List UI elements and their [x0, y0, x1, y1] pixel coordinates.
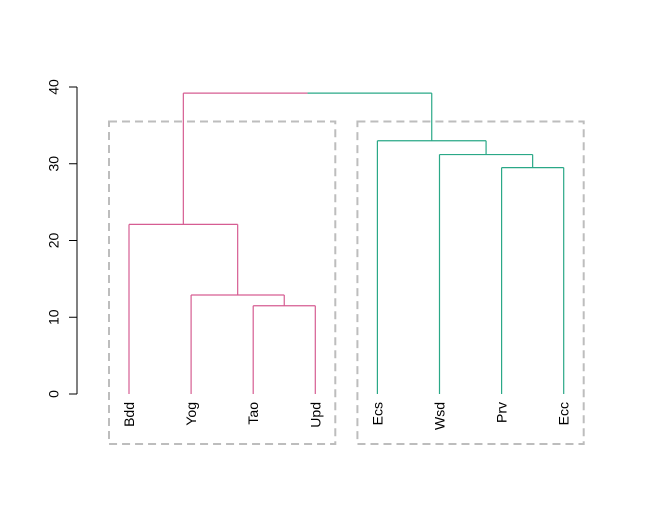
leaf-label: Ecs: [369, 402, 385, 425]
y-tick-label: 10: [46, 309, 62, 325]
dendrogram-branches: [128, 92, 565, 394]
leaf-label: Upd: [307, 402, 323, 428]
y-axis: 0 10 20 30 40: [46, 79, 78, 398]
y-tick-label: 0: [46, 390, 62, 398]
y-tick-label: 30: [46, 156, 62, 172]
leaf-label: Wsd: [432, 402, 448, 430]
leaf-label: Bdd: [121, 402, 137, 427]
leaf-labels: Bdd Yog Tao Upd Ecs Wsd Prv Ecc: [121, 402, 572, 430]
leaf-label: Tao: [245, 402, 261, 425]
leaf-label: Yog: [183, 402, 199, 426]
cluster-boxes: [108, 120, 585, 445]
leaf-label: Ecc: [556, 402, 572, 425]
y-tick-label: 20: [46, 233, 62, 249]
cluster-box-2: [356, 120, 585, 445]
cluster-box-1: [108, 120, 337, 445]
y-tick-label: 40: [46, 79, 62, 95]
leaf-label: Prv: [494, 402, 510, 423]
